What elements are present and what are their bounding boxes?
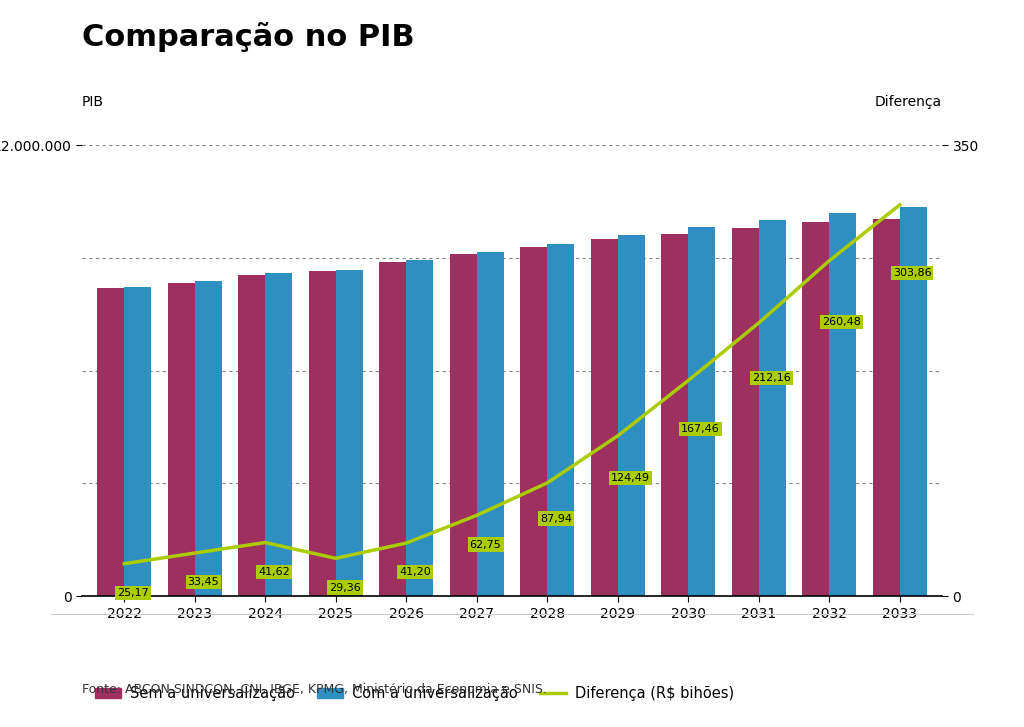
Text: 260,48: 260,48 bbox=[822, 317, 861, 327]
Bar bbox=[617, 235, 644, 596]
Text: 124,49: 124,49 bbox=[610, 473, 649, 483]
Bar bbox=[97, 288, 124, 596]
Bar bbox=[336, 270, 362, 596]
Bar bbox=[520, 247, 547, 596]
Bar bbox=[732, 228, 759, 596]
Text: 212,16: 212,16 bbox=[752, 373, 791, 383]
Bar bbox=[380, 262, 407, 596]
Bar bbox=[265, 273, 292, 596]
Text: 25,17: 25,17 bbox=[117, 588, 148, 598]
Text: Diferença: Diferença bbox=[874, 95, 942, 109]
Bar bbox=[239, 275, 265, 596]
Text: 87,94: 87,94 bbox=[541, 513, 572, 523]
Bar bbox=[547, 244, 574, 596]
Bar bbox=[168, 283, 195, 596]
Text: 33,45: 33,45 bbox=[187, 577, 219, 587]
Text: PIB: PIB bbox=[82, 95, 103, 109]
Bar bbox=[900, 207, 927, 596]
Bar bbox=[407, 260, 433, 596]
Text: 29,36: 29,36 bbox=[329, 582, 360, 593]
Text: Comparação no PIB: Comparação no PIB bbox=[82, 22, 415, 52]
Text: 41,20: 41,20 bbox=[399, 567, 431, 577]
Legend: Sem a universalização, Com a universalização, Diferença (R$ bihões): Sem a universalização, Com a universaliz… bbox=[89, 680, 739, 707]
Text: 41,62: 41,62 bbox=[258, 567, 290, 577]
Text: 303,86: 303,86 bbox=[893, 268, 932, 278]
Bar bbox=[309, 271, 336, 596]
Bar bbox=[873, 219, 900, 596]
Bar bbox=[829, 212, 856, 596]
Bar bbox=[759, 220, 785, 596]
Bar bbox=[688, 228, 715, 596]
Bar bbox=[450, 254, 477, 596]
Text: 62,75: 62,75 bbox=[470, 539, 502, 550]
Bar bbox=[124, 287, 151, 596]
Text: 167,46: 167,46 bbox=[681, 424, 720, 434]
Bar bbox=[195, 281, 221, 596]
Text: Fonte: ABCON SINDCON, CNI, IBGE, KPMG, Ministério da Economia e SNIS.: Fonte: ABCON SINDCON, CNI, IBGE, KPMG, M… bbox=[82, 683, 547, 696]
Bar bbox=[803, 222, 829, 596]
Bar bbox=[662, 233, 688, 596]
Bar bbox=[477, 252, 504, 596]
Bar bbox=[591, 239, 617, 596]
